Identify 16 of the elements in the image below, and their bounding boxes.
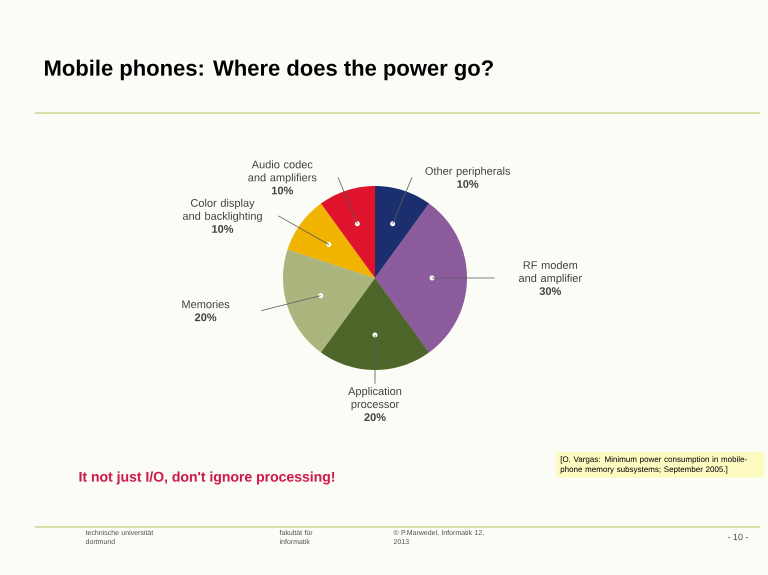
data-label: 30% [540, 287, 562, 296]
slice-label: Color display and backlighting [182, 198, 262, 222]
text: [O. Vargas: Minimum power consumption in mobile-phone memory subsystems; September 2005.] [560, 456, 747, 474]
slice-label: Other peripherals [425, 166, 510, 178]
data-label: 20% [364, 413, 386, 422]
slice-label: Application processor [348, 386, 402, 410]
data-label: 10% [212, 225, 234, 233]
slice-label: Audio codec and amplifiers [248, 160, 316, 184]
slice-label: Memories [182, 300, 230, 308]
chart-title: Mobile phones: Where does the power go? [45, 60, 493, 80]
slice-label: RF modem and amplifier [518, 260, 582, 284]
data-label: 10% [457, 180, 478, 188]
data-label: 20% [194, 313, 216, 322]
text: - 10 - [728, 534, 748, 540]
data-label: 10% [272, 186, 294, 194]
text: It not just I/O, don't ignore processing! [79, 471, 334, 485]
